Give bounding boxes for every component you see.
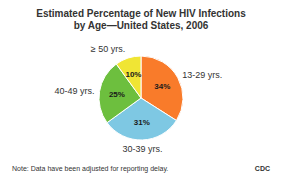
svg-text:13-29 yrs.: 13-29 yrs. (182, 70, 222, 80)
html-text:Note: Data have been adjusted: Note: Data have been adjusted for report… (12, 165, 169, 172)
svg-text:31%: 31% (134, 118, 150, 127)
svg-text:34%: 34% (154, 82, 170, 91)
svg-text:10%: 10% (125, 70, 141, 79)
html-text:Estimated Percentage of New HI: Estimated Percentage of New HIV Infectio… (36, 8, 246, 19)
svg-text:≥ 50 yrs.: ≥ 50 yrs. (91, 44, 125, 54)
html-text:CDC: CDC (254, 165, 270, 172)
svg-text:25%: 25% (109, 90, 125, 99)
svg-text:40-49 yrs.: 40-49 yrs. (55, 86, 95, 96)
svg-text:30-39 yrs.: 30-39 yrs. (123, 144, 163, 154)
html-text:by Age—United States, 2006: by Age—United States, 2006 (73, 20, 209, 31)
